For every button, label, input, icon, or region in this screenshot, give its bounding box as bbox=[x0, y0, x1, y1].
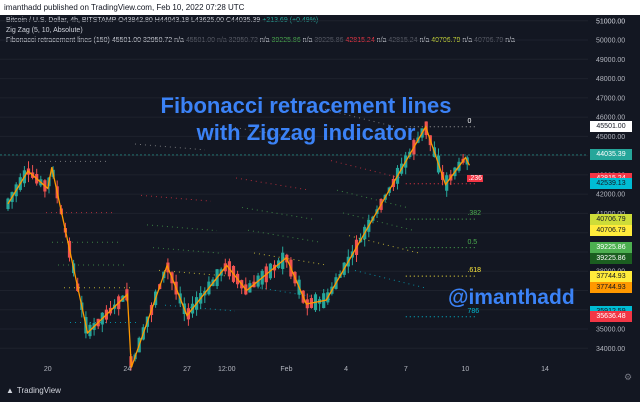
x-axis-tick: 24 bbox=[123, 366, 131, 373]
price-tag: 44035.39 bbox=[590, 149, 632, 161]
x-axis-tick: 12:00 bbox=[218, 366, 236, 373]
y-axis-tick: 48000.00 bbox=[596, 76, 625, 83]
tradingview-brand: TradingView bbox=[16, 386, 61, 395]
fib-line-history bbox=[164, 304, 236, 312]
price-tag: 35636.48 bbox=[590, 311, 632, 323]
fib-line-history bbox=[235, 177, 307, 191]
zigzag-line bbox=[7, 125, 471, 368]
x-axis-tick: 7 bbox=[404, 366, 408, 373]
fib-line-history bbox=[259, 287, 331, 300]
fib-level-label: .618 bbox=[467, 267, 482, 275]
fib-line-history bbox=[152, 247, 224, 254]
fib-line-history bbox=[247, 229, 319, 243]
fib-level-label: .236 bbox=[467, 174, 484, 182]
fib-line-history bbox=[354, 270, 426, 289]
tradingview-icon: ▲ bbox=[6, 386, 14, 395]
price-tag: 39225.86 bbox=[590, 253, 632, 265]
x-axis-tick: Feb bbox=[280, 366, 292, 373]
x-axis-tick: 4 bbox=[344, 366, 348, 373]
fib-level-label: 0.5 bbox=[467, 238, 478, 246]
y-axis-tick: 45000.00 bbox=[596, 134, 625, 141]
fib-level-label: .382 bbox=[467, 210, 482, 218]
legend-zigzag-row[interactable]: Zig Zag (5, 10, Absolute) bbox=[6, 27, 83, 34]
publish-header-text: imanthadd published on TradingView.com, … bbox=[4, 3, 245, 12]
overlay-title-line1: Fibonacci retracement lines bbox=[160, 93, 452, 118]
price-tag: 37744.93 bbox=[590, 281, 632, 293]
y-axis-tick: 34000.00 bbox=[596, 346, 625, 353]
y-axis-tick: 51000.00 bbox=[596, 18, 625, 25]
overlay-title-line2: with Zigzag indicator bbox=[196, 120, 416, 145]
fib-line-history bbox=[348, 235, 420, 254]
fib-line-history bbox=[146, 224, 218, 232]
fib-line-history bbox=[330, 160, 402, 179]
y-axis-tick: 35000.00 bbox=[596, 327, 625, 334]
price-tag: 40706.79 bbox=[590, 224, 632, 236]
fib-line-history bbox=[253, 252, 325, 266]
price-tag: 42539.13 bbox=[590, 178, 632, 190]
fib-line-history bbox=[158, 269, 230, 277]
price-tag: 40706.79 bbox=[590, 213, 632, 225]
price-tag: 45501.00 bbox=[590, 121, 632, 133]
y-axis-tick: 47000.00 bbox=[596, 95, 625, 102]
y-axis-top-label: 51000.00 bbox=[596, 18, 625, 25]
x-axis-tick: 20 bbox=[44, 366, 52, 373]
fib-line-history bbox=[229, 126, 301, 139]
gear-icon[interactable]: ⚙ bbox=[624, 372, 633, 382]
y-axis-tick: 46000.00 bbox=[596, 115, 625, 122]
fib-line-history bbox=[241, 207, 313, 220]
fib-level-label: 786 bbox=[467, 307, 480, 315]
price-tag: 39225.86 bbox=[590, 242, 632, 254]
y-axis-tick: 42000.00 bbox=[596, 192, 625, 199]
author-handle: @imanthadd bbox=[448, 286, 575, 309]
x-axis-tick: 10 bbox=[462, 366, 470, 373]
fib-line-history bbox=[134, 143, 206, 151]
tradingview-logo[interactable]: ▲ TradingView bbox=[6, 386, 61, 395]
y-axis-tick: 49000.00 bbox=[596, 57, 625, 64]
fib-line-history bbox=[336, 189, 408, 209]
y-axis-tick: 50000.00 bbox=[596, 38, 625, 45]
fib-line-history bbox=[324, 108, 396, 128]
price-tag: 37744.93 bbox=[590, 270, 632, 282]
price-chart[interactable]: 34000.0035000.0036000.0037000.0038000.00… bbox=[0, 15, 640, 385]
fib-level-label: 0 bbox=[467, 117, 472, 125]
x-axis-tick: 27 bbox=[183, 366, 191, 373]
overlay-title: Fibonacci retracement lines with Zigzag … bbox=[146, 92, 466, 146]
publish-header: imanthadd published on TradingView.com, … bbox=[0, 0, 640, 15]
fib-line-history bbox=[140, 194, 212, 202]
x-axis-tick: 14 bbox=[541, 366, 549, 373]
legend-zigzag: Zig Zag (5, 10, Absolute) bbox=[6, 27, 83, 34]
fib-line-history bbox=[342, 212, 414, 231]
